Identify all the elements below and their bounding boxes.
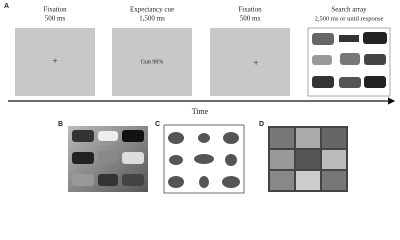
screen [15,28,95,96]
screen [112,28,192,96]
screen-content: Gun 90% [141,59,164,65]
panel-label: B [58,121,63,128]
screen-title: Search array [331,6,367,14]
screen-content: + [253,58,258,68]
photo-collage [268,126,348,192]
butterfly-collage [163,124,245,194]
panel-label: A [4,3,9,10]
screen-duration: 500 ms [45,15,66,23]
screen-title: Expectancy cue [130,6,174,14]
screen-title: Fixation [238,6,262,14]
screen-title: Fixation [43,6,67,14]
screen [210,28,290,96]
figure: A Fixation 500 ms + Expectancy cue 1,500… [4,3,396,194]
screen-duration: 500 ms [240,15,261,23]
screen-duration: 2,500 ms or until response [315,15,384,22]
screen-duration: 1,500 ms [139,15,165,23]
search-array-images [312,32,387,88]
panel-label: C [155,121,160,128]
panel-label: D [259,121,264,128]
screen-content: + [52,56,57,66]
axis-label: Time [192,107,209,116]
stapler-collage [68,126,148,192]
